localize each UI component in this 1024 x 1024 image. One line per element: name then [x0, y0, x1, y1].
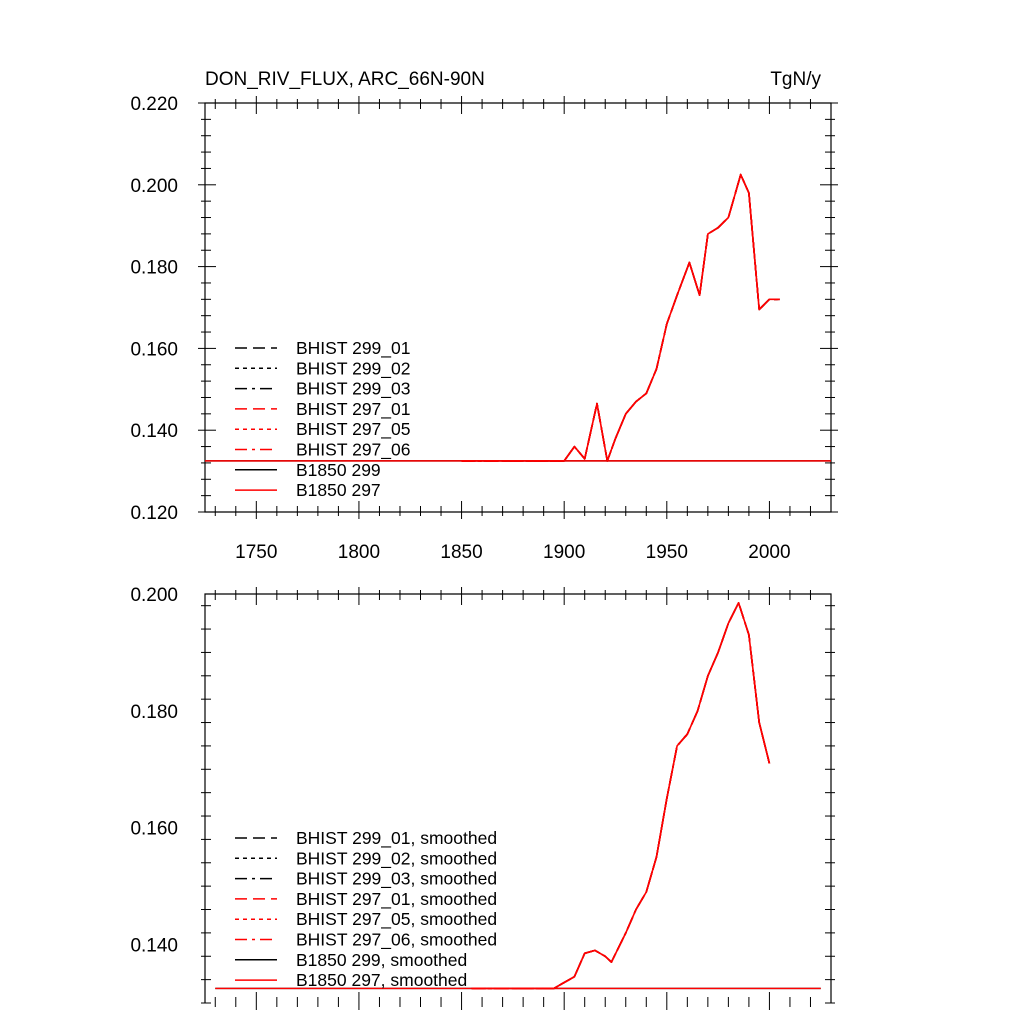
series-line-bhist-297-06 — [461, 173, 780, 462]
legend-item: BHIST 297_05, smoothed — [235, 909, 497, 930]
legend-label: BHIST 297_05 — [296, 419, 410, 440]
series-line-bhist-299-02 — [461, 173, 780, 462]
legend-item: B1850 297, smoothed — [235, 970, 467, 990]
legend-label: BHIST 297_06, smoothed — [296, 930, 497, 951]
y-tick-label: 0.120 — [130, 503, 178, 524]
y-tick-label: 0.140 — [130, 936, 178, 957]
series-line-bhist-297-05-smoothed — [471, 602, 771, 990]
y-axis-ticks — [198, 102, 838, 513]
legend-item: B1850 299, smoothed — [235, 950, 467, 970]
legend-label: BHIST 299_01 — [296, 338, 410, 359]
legend-item: BHIST 299_01, smoothed — [235, 828, 497, 849]
legend-label: BHIST 297_06 — [296, 440, 410, 461]
series-line-bhist-299-03 — [461, 173, 780, 462]
legend-item: BHIST 299_01 — [235, 338, 410, 359]
x-tick-label: 1850 — [440, 542, 482, 563]
series-line-bhist-297-06-smoothed — [471, 602, 771, 990]
y-tick-label: 0.180 — [130, 258, 178, 279]
series-line-overlay — [461, 173, 780, 462]
legend-item: B1850 299 — [235, 460, 381, 480]
series-line-overlay — [471, 602, 771, 990]
legend-item: BHIST 299_03 — [235, 379, 410, 400]
x-axis-ticks — [214, 587, 811, 1010]
legend-label: B1850 299 — [296, 460, 381, 480]
x-tick-label: 1800 — [338, 542, 380, 563]
y-tick-label: 0.200 — [130, 585, 178, 606]
series-line-bhist-299-03-smoothed — [471, 602, 771, 990]
x-tick-label: 1950 — [646, 542, 688, 563]
legend-label: BHIST 299_02, smoothed — [296, 848, 497, 869]
legend-label: BHIST 297_05, smoothed — [296, 909, 497, 930]
units-label: TgN/y — [770, 69, 821, 90]
chart-title: DON_RIV_FLUX, ARC_66N-90N — [205, 69, 485, 90]
top-panel: 0.120 0.140 0.160 0.180 0.200 0.220 1750 1800 18… — [130, 69, 838, 563]
legend-label: BHIST 299_01, smoothed — [296, 828, 497, 849]
x-axis-ticks — [214, 96, 811, 519]
series-line-bhist-299-01-smoothed — [471, 602, 771, 990]
series-line-bhist-297-01 — [461, 173, 780, 462]
x-tick-label: 1750 — [235, 542, 277, 563]
legend-label: B1850 297 — [296, 480, 381, 500]
legend-item: BHIST 297_01 — [235, 399, 410, 420]
bottom-panel: 0.140 0.160 0.180 0.200 BHIST 299_01, smooth… — [130, 585, 835, 1010]
legend-label: BHIST 299_03, smoothed — [296, 869, 497, 890]
y-tick-label: 0.200 — [130, 176, 178, 197]
y-axis-ticks — [201, 605, 835, 1004]
legend-item: B1850 297 — [235, 480, 381, 500]
y-tick-label: 0.220 — [130, 94, 178, 115]
legend-label: BHIST 297_01, smoothed — [296, 889, 497, 910]
plot-frame — [204, 593, 832, 1003]
legend-item: BHIST 297_06, smoothed — [235, 930, 497, 951]
series-line-bhist-299-02-smoothed — [471, 602, 771, 990]
y-tick-label: 0.160 — [130, 819, 178, 840]
legend-item: BHIST 297_01, smoothed — [235, 889, 497, 910]
y-tick-label: 0.140 — [130, 421, 178, 442]
legend-label: B1850 299, smoothed — [296, 950, 467, 970]
y-tick-label: 0.160 — [130, 339, 178, 360]
legend-item: BHIST 299_02 — [235, 358, 410, 379]
legend-label: BHIST 297_01 — [296, 399, 410, 420]
legend-item: BHIST 297_05 — [235, 419, 410, 440]
legend-item: BHIST 297_06 — [235, 440, 410, 461]
legend-label: BHIST 299_03 — [296, 379, 410, 400]
x-tick-label: 1900 — [543, 542, 585, 563]
series-line-bhist-297-05 — [461, 173, 780, 462]
y-tick-label: 0.180 — [130, 702, 178, 723]
legend-label: BHIST 299_02 — [296, 358, 410, 379]
x-tick-label: 2000 — [748, 542, 790, 563]
legend-item: BHIST 299_02, smoothed — [235, 848, 497, 869]
series-line-bhist-297-01-smoothed — [471, 602, 771, 990]
legend-label: B1850 297, smoothed — [296, 970, 467, 990]
legend-item: BHIST 299_03, smoothed — [235, 869, 497, 890]
series-line-bhist-299-01 — [461, 173, 780, 462]
